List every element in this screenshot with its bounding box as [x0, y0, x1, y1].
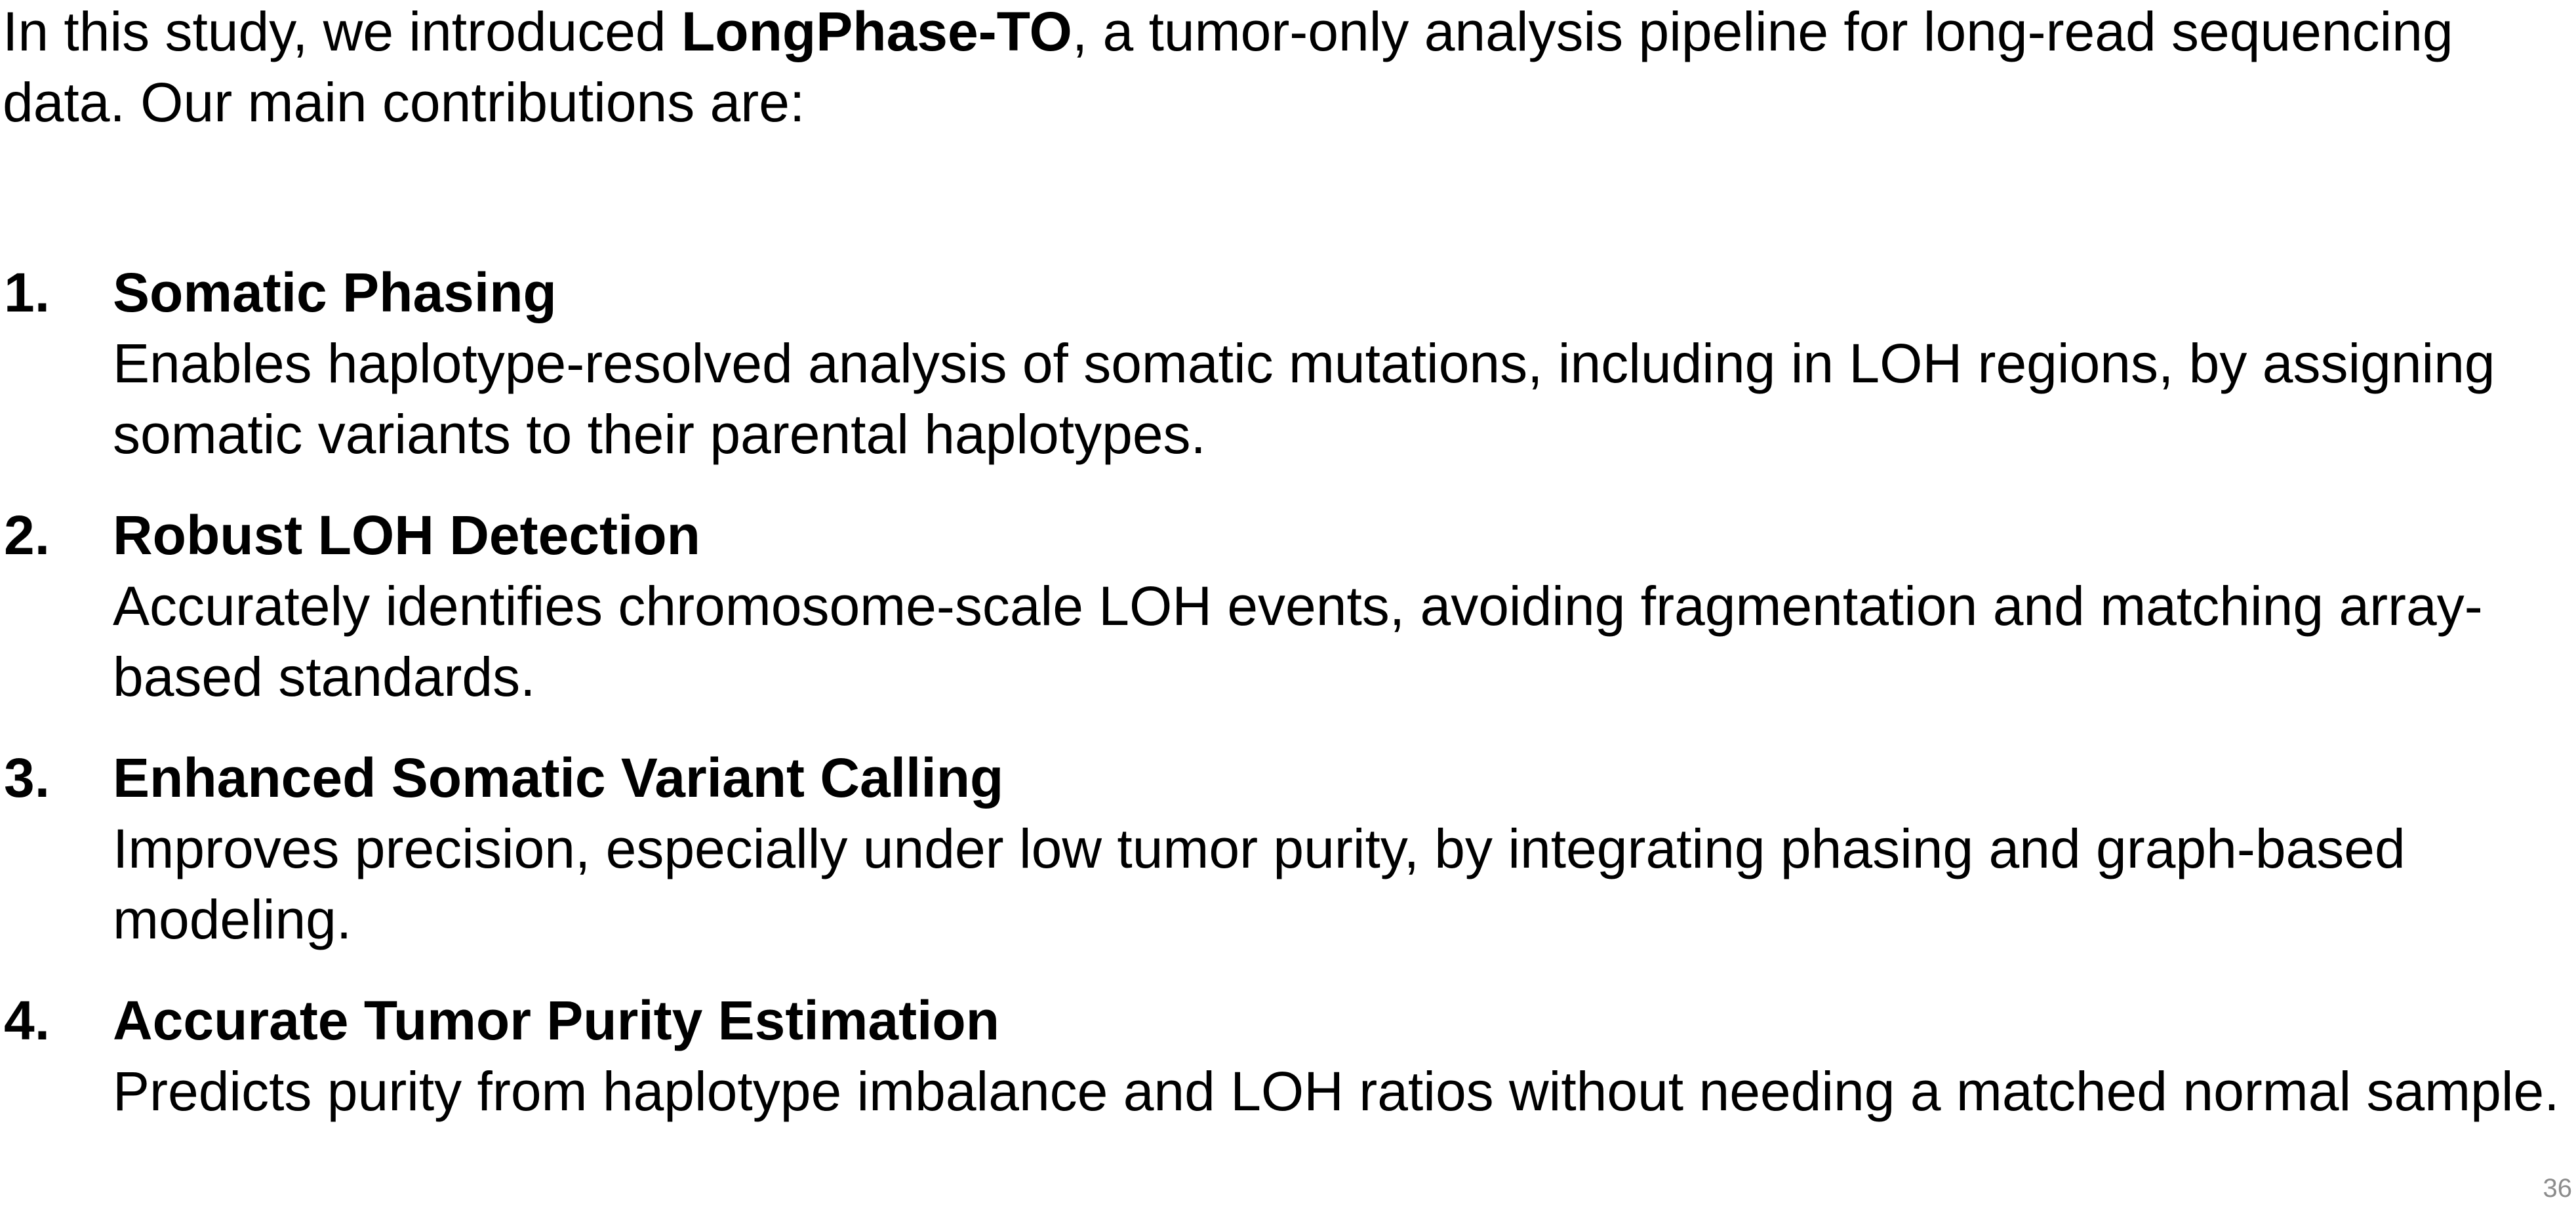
contribution-number: 2.	[4, 504, 50, 566]
intro-text-after: , a tumor-only analysis pipeline for lon…	[3, 1, 2453, 133]
contribution-number: 4.	[4, 990, 50, 1051]
contribution-title: Enhanced Somatic Variant Calling	[113, 747, 1004, 809]
pipeline-name: LongPhase-TO	[681, 1, 1072, 62]
contribution-item: 4. Accurate Tumor Purity Estimation Pred…	[0, 985, 2571, 1127]
contribution-item: 1. Somatic Phasing Enables haplotype-res…	[0, 257, 2571, 470]
page-number: 36	[2543, 1174, 2573, 1203]
contribution-title: Robust LOH Detection	[113, 504, 700, 566]
contribution-description: Predicts purity from haplotype imbalance…	[113, 1060, 2560, 1122]
intro-paragraph: In this study, we introduced LongPhase-T…	[3, 0, 2534, 138]
contribution-description: Accurately identifies chromosome-scale L…	[113, 575, 2483, 708]
contribution-item: 3. Enhanced Somatic Variant Calling Impr…	[0, 742, 2571, 955]
contribution-number: 3.	[4, 747, 50, 809]
contribution-description: Enables haplotype-resolved analysis of s…	[113, 332, 2495, 465]
contribution-item: 2. Robust LOH Detection Accurately ident…	[0, 500, 2571, 712]
contributions-list: 1. Somatic Phasing Enables haplotype-res…	[0, 257, 2571, 1157]
contribution-title: Somatic Phasing	[113, 262, 557, 323]
contribution-description: Improves precision, especially under low…	[113, 818, 2405, 950]
intro-text-before: In this study, we introduced	[3, 1, 681, 62]
contribution-number: 1.	[4, 262, 50, 323]
contribution-title: Accurate Tumor Purity Estimation	[113, 990, 1000, 1051]
